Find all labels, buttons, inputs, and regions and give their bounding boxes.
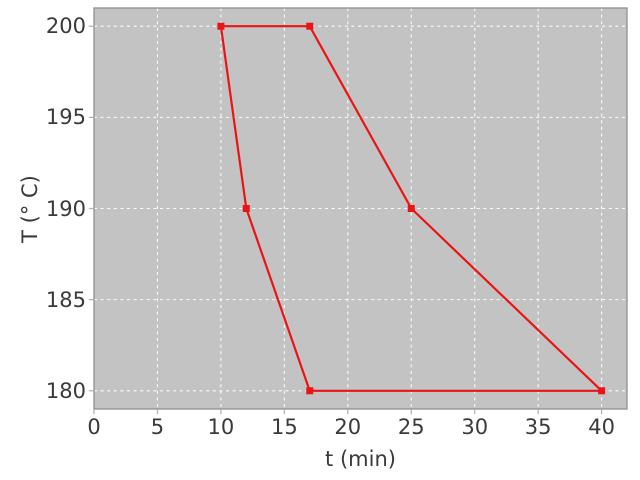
data-point-marker xyxy=(306,387,314,395)
x-axis-label: t (min) xyxy=(325,447,396,471)
x-tick-label: 40 xyxy=(588,415,615,439)
x-tick-label: 35 xyxy=(524,415,552,439)
y-tick-label: 195 xyxy=(45,105,86,130)
data-point-marker xyxy=(306,22,314,30)
x-tick-label: 0 xyxy=(87,415,101,439)
x-tick-label: 20 xyxy=(334,415,362,439)
plot-spines xyxy=(93,7,628,410)
x-tick-label: 10 xyxy=(207,415,235,439)
x-tick-label: 5 xyxy=(150,415,165,439)
x-tick-label: 30 xyxy=(461,415,489,439)
x-tick-label: 25 xyxy=(397,415,425,439)
y-tick-label: 190 xyxy=(45,196,86,221)
data-point-marker xyxy=(242,205,250,212)
x-tick-label: 15 xyxy=(270,415,298,439)
y-tick-label: 200 xyxy=(45,14,86,39)
data-point-marker xyxy=(598,387,606,395)
y-tick-label: 180 xyxy=(45,378,86,403)
data-point-marker xyxy=(407,205,415,212)
y-tick-label: 185 xyxy=(45,287,86,312)
data-point-marker xyxy=(217,22,225,30)
